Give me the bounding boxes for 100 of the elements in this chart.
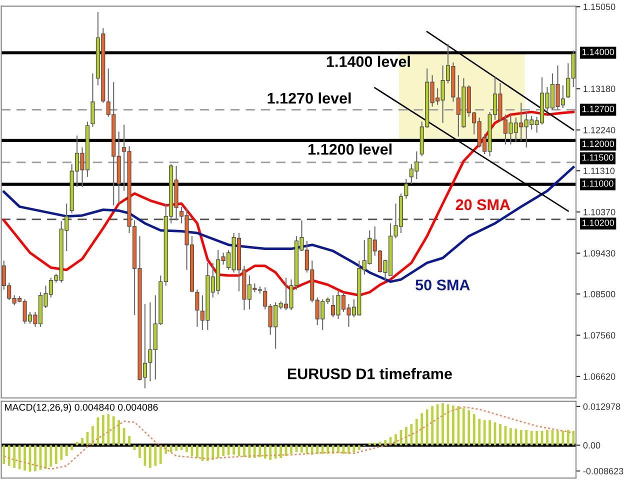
bar bbox=[112, 416, 115, 446]
bar bbox=[159, 445, 162, 464]
y-tick-label: 0.00 bbox=[583, 442, 600, 449]
annotation: 1.1270 level bbox=[268, 92, 351, 104]
bar bbox=[81, 438, 84, 446]
y-tick-label: 1.11310 bbox=[584, 168, 615, 174]
series-label: 20 SMA bbox=[456, 199, 510, 210]
bar bbox=[530, 430, 533, 446]
y-tick-label: 1.15050 bbox=[584, 4, 616, 10]
ref-line-label: 1.11500 bbox=[582, 154, 614, 161]
bar bbox=[138, 445, 141, 458]
y-tick-label: 1.13180 bbox=[584, 86, 616, 92]
bar bbox=[24, 445, 26, 471]
bar bbox=[164, 445, 168, 454]
y-tick-label: -0.008623 bbox=[583, 468, 624, 474]
bar bbox=[274, 445, 277, 459]
bar bbox=[2, 445, 6, 464]
y-tick-label: 1.12240 bbox=[584, 126, 616, 134]
annotation: EURUSD D1 timeframe bbox=[288, 368, 452, 380]
bar bbox=[426, 409, 428, 446]
bar bbox=[8, 445, 10, 466]
bar bbox=[50, 445, 52, 467]
series-label: 50 SMA bbox=[416, 280, 470, 290]
bar bbox=[468, 410, 470, 446]
bar bbox=[232, 445, 235, 455]
bar bbox=[70, 445, 73, 450]
bar bbox=[65, 445, 68, 456]
bar bbox=[514, 428, 518, 446]
bar bbox=[374, 442, 376, 446]
bar bbox=[254, 445, 256, 458]
bar bbox=[566, 430, 570, 446]
bar bbox=[13, 445, 16, 468]
bar bbox=[499, 424, 502, 446]
bar bbox=[410, 424, 413, 446]
annotation: 1.1200 level bbox=[308, 144, 392, 155]
bar bbox=[510, 428, 512, 446]
candlestick bbox=[404, 178, 408, 200]
bar bbox=[216, 445, 220, 458]
bar bbox=[222, 445, 225, 456]
bar bbox=[92, 426, 94, 446]
bar bbox=[264, 445, 266, 459]
bar bbox=[442, 403, 444, 446]
bar bbox=[300, 445, 303, 453]
bar bbox=[431, 406, 434, 446]
bar bbox=[60, 445, 63, 460]
bar bbox=[394, 434, 397, 446]
y-tick-label: 0.012978 bbox=[583, 403, 620, 410]
bar bbox=[478, 418, 481, 446]
bar bbox=[280, 445, 282, 458]
y-tick-label: 1.06620 bbox=[584, 373, 616, 380]
ref-line-label: 1.12700 bbox=[582, 106, 614, 112]
bar bbox=[536, 430, 538, 446]
annotation: 1.1400 level bbox=[326, 56, 410, 68]
candlestick bbox=[195, 289, 200, 328]
bar bbox=[149, 445, 152, 468]
bar bbox=[420, 413, 424, 446]
bar bbox=[520, 430, 522, 446]
bar bbox=[212, 445, 214, 460]
y-tick-label: 1.07560 bbox=[584, 332, 616, 339]
ref-line-label: 1.14000 bbox=[582, 48, 614, 56]
bar bbox=[269, 445, 272, 460]
bar bbox=[321, 445, 324, 454]
bar bbox=[206, 445, 209, 462]
bar bbox=[452, 405, 454, 446]
ref-line-label: 1.10200 bbox=[582, 220, 614, 226]
bar bbox=[415, 418, 418, 446]
bar bbox=[54, 445, 58, 464]
bar bbox=[488, 420, 491, 446]
bar bbox=[44, 445, 47, 469]
bar bbox=[525, 430, 528, 446]
bar bbox=[128, 436, 130, 446]
bar bbox=[556, 430, 559, 446]
chart-title: MACD(12,26,9) 0.004840 0.004086 bbox=[4, 404, 158, 413]
bar bbox=[405, 426, 408, 446]
bar bbox=[196, 445, 198, 458]
bar bbox=[186, 445, 188, 452]
bar bbox=[258, 445, 262, 458]
bar bbox=[462, 408, 465, 446]
bar bbox=[175, 445, 178, 451]
bar bbox=[243, 445, 246, 458]
bar bbox=[107, 414, 110, 446]
y-tick-label: 1.09430 bbox=[584, 250, 616, 257]
bar bbox=[472, 414, 476, 446]
bar bbox=[316, 445, 319, 454]
bar bbox=[118, 420, 120, 446]
bar bbox=[358, 445, 360, 450]
y-tick-label: 1.08500 bbox=[584, 290, 616, 298]
y-tick-label: 1.10370 bbox=[584, 208, 616, 216]
bar bbox=[34, 445, 36, 472]
ref-line-label: 1.12000 bbox=[582, 140, 614, 148]
bar bbox=[102, 415, 104, 446]
bar bbox=[170, 445, 172, 452]
bar bbox=[348, 445, 350, 454]
bar bbox=[154, 445, 157, 466]
bar bbox=[572, 430, 575, 446]
bar bbox=[326, 445, 329, 454]
bar bbox=[290, 445, 292, 454]
bar bbox=[546, 430, 548, 446]
candlestick bbox=[90, 72, 95, 128]
ref-line-label: 1.11000 bbox=[582, 180, 614, 187]
